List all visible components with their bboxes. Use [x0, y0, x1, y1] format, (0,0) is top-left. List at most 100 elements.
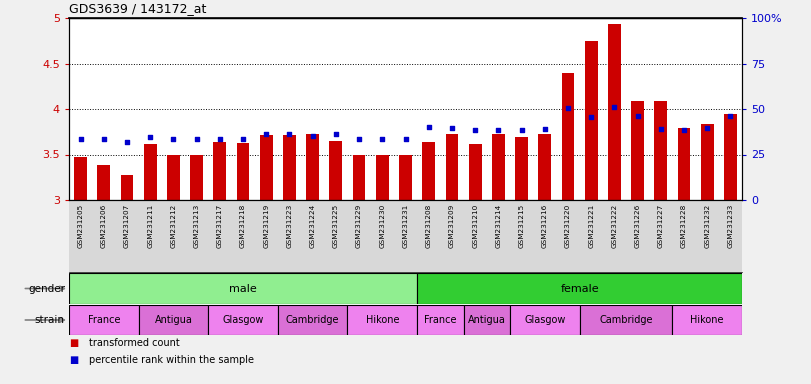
- Bar: [237, 143, 250, 200]
- Text: GSM231207: GSM231207: [124, 204, 130, 248]
- Text: GSM231225: GSM231225: [333, 204, 339, 248]
- Point: [724, 113, 737, 119]
- Text: ■: ■: [69, 355, 78, 365]
- Text: GSM231230: GSM231230: [380, 204, 385, 248]
- Text: Antigua: Antigua: [468, 315, 506, 325]
- Point: [375, 136, 388, 142]
- Point: [631, 113, 644, 119]
- Text: Hikone: Hikone: [690, 315, 724, 325]
- Text: GSM231229: GSM231229: [356, 204, 362, 248]
- Bar: [307, 134, 319, 200]
- Text: GSM231206: GSM231206: [101, 204, 107, 248]
- Point: [353, 136, 366, 142]
- Text: GSM231232: GSM231232: [704, 204, 710, 248]
- Text: GSM231222: GSM231222: [611, 204, 617, 248]
- Bar: [376, 156, 388, 200]
- Bar: [69, 305, 139, 335]
- Text: GSM231212: GSM231212: [170, 204, 176, 248]
- Bar: [701, 124, 714, 200]
- Bar: [608, 24, 620, 200]
- Point: [237, 136, 250, 142]
- Bar: [121, 174, 133, 200]
- Point: [608, 104, 621, 110]
- Bar: [539, 134, 551, 200]
- Point: [561, 105, 574, 111]
- Text: GSM231213: GSM231213: [194, 204, 200, 248]
- Text: female: female: [560, 283, 599, 293]
- Bar: [329, 141, 342, 200]
- Text: male: male: [230, 283, 257, 293]
- Text: GSM231224: GSM231224: [310, 204, 315, 248]
- Text: GSM231226: GSM231226: [635, 204, 641, 248]
- Bar: [469, 144, 482, 200]
- Text: GSM231211: GSM231211: [147, 204, 153, 248]
- Bar: [347, 305, 417, 335]
- Point: [97, 136, 110, 142]
- Text: GSM231215: GSM231215: [518, 204, 525, 248]
- Bar: [144, 144, 157, 200]
- Bar: [74, 157, 87, 200]
- Bar: [585, 41, 598, 200]
- Text: GSM231223: GSM231223: [286, 204, 293, 248]
- Point: [213, 136, 226, 142]
- Text: GSM231217: GSM231217: [217, 204, 223, 248]
- Point: [329, 131, 342, 137]
- Text: GDS3639 / 143172_at: GDS3639 / 143172_at: [69, 2, 206, 15]
- Bar: [283, 136, 296, 200]
- Text: GSM231220: GSM231220: [565, 204, 571, 248]
- Text: ■: ■: [69, 338, 78, 348]
- Text: France: France: [88, 315, 120, 325]
- Text: GSM231231: GSM231231: [402, 204, 409, 248]
- Point: [307, 133, 320, 139]
- Point: [491, 127, 504, 133]
- Text: GSM231228: GSM231228: [681, 204, 687, 248]
- Bar: [724, 114, 737, 200]
- Bar: [167, 154, 180, 200]
- Point: [677, 127, 690, 133]
- Text: France: France: [424, 315, 457, 325]
- Text: GSM231214: GSM231214: [496, 204, 501, 248]
- Bar: [139, 305, 208, 335]
- Text: GSM231208: GSM231208: [426, 204, 431, 248]
- Bar: [69, 273, 417, 304]
- Bar: [97, 166, 110, 200]
- Bar: [580, 305, 672, 335]
- Text: GSM231209: GSM231209: [449, 204, 455, 248]
- Bar: [631, 101, 644, 200]
- Bar: [399, 156, 412, 200]
- Bar: [561, 73, 574, 200]
- Point: [260, 131, 272, 137]
- Text: Antigua: Antigua: [154, 315, 192, 325]
- Point: [515, 127, 528, 133]
- Point: [167, 136, 180, 142]
- Bar: [191, 156, 203, 200]
- Text: gender: gender: [28, 283, 65, 293]
- Text: GSM231218: GSM231218: [240, 204, 246, 248]
- Point: [144, 134, 157, 140]
- Text: GSM231233: GSM231233: [727, 204, 733, 248]
- Point: [701, 125, 714, 131]
- Bar: [678, 128, 690, 200]
- Text: Cambridge: Cambridge: [286, 315, 340, 325]
- Bar: [672, 305, 742, 335]
- Point: [283, 131, 296, 137]
- Point: [654, 126, 667, 132]
- Bar: [654, 101, 667, 200]
- Bar: [423, 142, 435, 200]
- Point: [190, 136, 203, 142]
- Point: [74, 136, 87, 142]
- Bar: [260, 136, 272, 200]
- Text: GSM231210: GSM231210: [472, 204, 478, 248]
- Text: GSM231219: GSM231219: [264, 204, 269, 248]
- Bar: [464, 305, 510, 335]
- Point: [469, 127, 482, 133]
- Bar: [417, 305, 464, 335]
- Bar: [353, 154, 366, 200]
- Text: GSM231216: GSM231216: [542, 204, 547, 248]
- Text: strain: strain: [35, 315, 65, 325]
- Bar: [417, 273, 742, 304]
- Point: [423, 124, 436, 130]
- Text: GSM231205: GSM231205: [78, 204, 84, 248]
- Bar: [515, 137, 528, 200]
- Text: percentile rank within the sample: percentile rank within the sample: [89, 355, 254, 365]
